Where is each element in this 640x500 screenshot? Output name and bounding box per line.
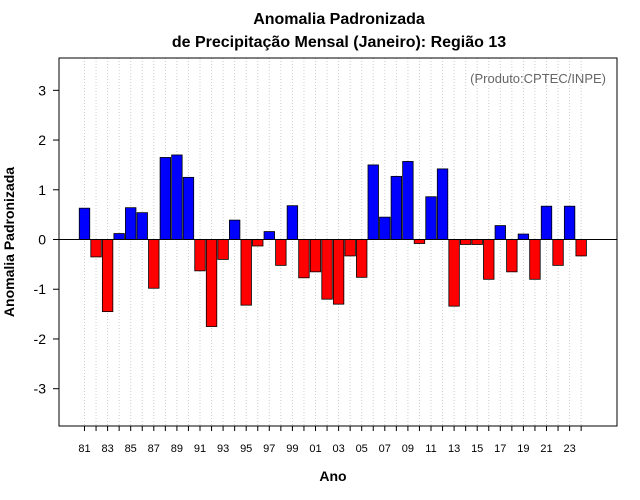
x-tick-label: 07: [379, 443, 391, 455]
bar-2017: [494, 225, 506, 240]
bar-2005: [356, 239, 368, 278]
bar-1988: [159, 157, 172, 240]
bar-2016: [483, 239, 495, 280]
bar-2000: [298, 239, 310, 279]
bar-2003: [332, 239, 345, 305]
x-axis: 81 83 85 87 89 91 93 95 97 99 01 03 05 07 09 11 13 15 17 19…: [78, 426, 582, 455]
bar-1990: [182, 176, 195, 240]
bar-2007: [379, 216, 391, 240]
plot-frame: [58, 57, 618, 427]
x-tick-label: 91: [194, 443, 206, 455]
source-annotation: (Produto:CPTEC/INPE): [470, 71, 606, 86]
x-tick-label: 93: [217, 443, 229, 455]
y-tick-label: -3: [34, 381, 47, 397]
bar-2009: [402, 161, 414, 240]
bar-1983: [101, 239, 114, 313]
bar-1987: [148, 239, 160, 289]
x-tick-label: 17: [494, 443, 506, 455]
bar-2011: [425, 196, 437, 240]
bar-2015: [471, 239, 483, 245]
x-tick-label: 81: [78, 443, 90, 455]
y-tick-label: 3: [38, 82, 46, 98]
bar-2004: [344, 239, 356, 257]
x-tick-label: 85: [125, 443, 137, 455]
bar-2022: [552, 239, 564, 266]
bar-1989: [171, 154, 183, 240]
bar-1997: [263, 231, 275, 240]
bar-2012: [436, 168, 449, 240]
bar-1985: [125, 207, 137, 240]
x-tick-label: 83: [101, 443, 113, 455]
bar-1986: [136, 212, 148, 240]
x-tick-label: 99: [286, 443, 298, 455]
x-tick-label: 95: [240, 443, 252, 455]
y-axis: -3 -2 -1 0 1 2 3: [34, 82, 59, 397]
bar-1993: [217, 239, 229, 260]
bar-2010: [413, 239, 426, 244]
x-tick-label: 09: [402, 443, 414, 455]
x-tick-label: 13: [448, 443, 460, 455]
x-tick-label: 11: [425, 443, 436, 455]
bar-2006: [367, 164, 379, 240]
x-tick-label: 01: [309, 443, 321, 455]
bar-2008: [390, 175, 403, 240]
bar-2013: [448, 239, 460, 307]
y-tick-label: 0: [38, 232, 46, 248]
bar-2020: [529, 239, 541, 280]
y-tick-label: 1: [38, 182, 46, 198]
bar-2002: [321, 239, 333, 300]
bars: [78, 154, 587, 327]
x-tick-label: 19: [517, 443, 529, 455]
bar-2024: [575, 239, 587, 257]
bar-2014: [459, 239, 472, 245]
bar-2021: [540, 205, 553, 240]
x-tick-label: 89: [171, 443, 183, 455]
bar-1991: [194, 239, 206, 272]
bar-1992: [205, 239, 218, 327]
x-tick-label: 21: [540, 443, 552, 455]
bar-1984: [113, 233, 125, 240]
bar-1996: [252, 239, 264, 247]
x-tick-label: 87: [148, 443, 160, 455]
bar-1999: [286, 205, 299, 240]
chart-title: Anomalia Padronizada: [253, 11, 425, 28]
x-tick-label: 15: [471, 443, 483, 455]
y-tick-label: -2: [34, 331, 47, 347]
x-axis-label: Ano: [319, 468, 346, 484]
x-tick-label: 05: [356, 443, 368, 455]
chart-subtitle: de Precipitação Mensal (Janeiro): Região…: [172, 34, 506, 51]
bar-1994: [228, 219, 241, 240]
y-tick-label: 2: [38, 132, 46, 148]
bar-2018: [506, 239, 518, 273]
bar-2023: [563, 205, 576, 240]
y-tick-label: -1: [34, 281, 47, 297]
y-axis-label: Anomalia Padronizada: [1, 167, 17, 317]
bar-2019: [517, 233, 530, 240]
bar-1995: [240, 239, 252, 306]
x-tick-label: 97: [263, 443, 275, 455]
bar-1982: [90, 239, 102, 258]
bar-2001: [309, 239, 322, 273]
bar-1981: [78, 207, 91, 240]
bar-1998: [275, 239, 287, 266]
x-tick-label: 03: [332, 443, 344, 455]
x-tick-label: 23: [563, 443, 575, 455]
